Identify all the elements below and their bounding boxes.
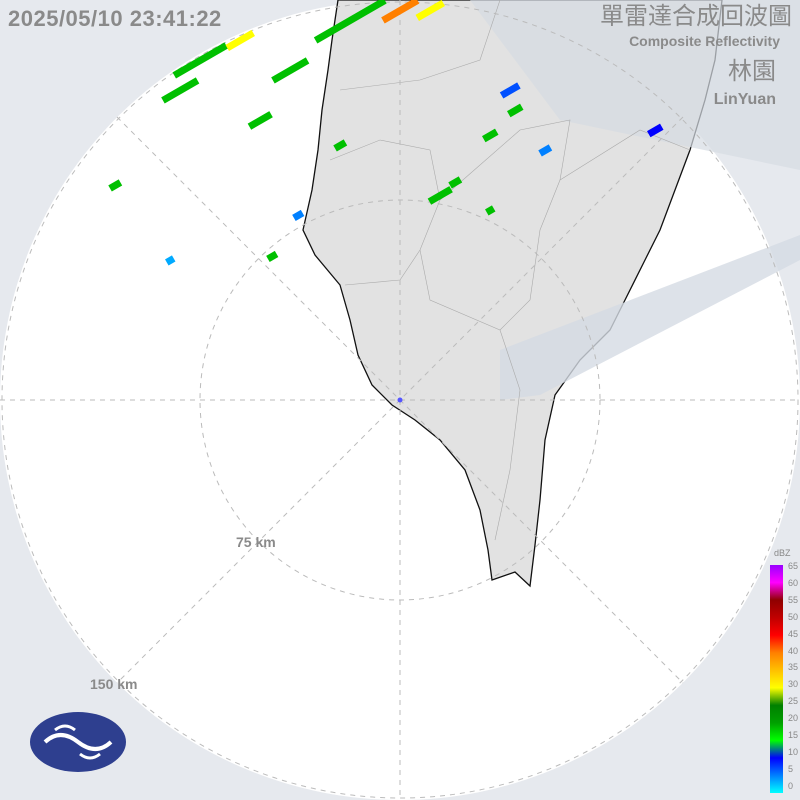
beam-block: [500, 235, 800, 400]
county-borders: [329, 0, 691, 541]
echo-cell: [292, 209, 305, 221]
echo-cell: [225, 29, 255, 51]
product-title-en: Composite Reflectivity: [629, 33, 780, 49]
echo-cell: [507, 103, 524, 118]
echo-cell: [448, 176, 463, 189]
legend-tick: 5: [788, 763, 794, 774]
cwa-logo: [30, 712, 126, 772]
echo-cell: [381, 0, 420, 24]
taiwan-land: [302, 0, 723, 588]
radar-site-marker: [397, 397, 403, 403]
color-scale-bar: [770, 565, 783, 793]
echo-cell: [247, 111, 273, 130]
station-name-en: LinYuan: [713, 91, 776, 108]
legend-tick: 60: [788, 577, 799, 588]
legend-tick: 30: [788, 679, 799, 690]
legend-unit: dBZ: [774, 548, 791, 558]
echo-cell: [415, 0, 445, 21]
legend-tick: 55: [788, 594, 799, 605]
echo-cell: [482, 128, 499, 143]
range-label-150: 150 km: [90, 676, 138, 692]
echo-cell: [427, 186, 453, 205]
echo-cell: [485, 205, 496, 216]
echo-cell: [499, 82, 521, 99]
legend-tick: 10: [788, 746, 799, 757]
echo-cell: [538, 144, 553, 157]
legend-tick: 15: [788, 730, 799, 740]
echo-cell: [271, 57, 310, 84]
echo-cell: [313, 0, 387, 44]
beam-block: [470, 0, 800, 170]
legend-tick: 65: [788, 561, 799, 571]
radar-echoes: [108, 0, 664, 266]
echo-cell: [172, 42, 228, 79]
legend-tick: 0: [788, 780, 794, 791]
echo-cell: [108, 179, 123, 192]
range-label-75: 75 km: [236, 534, 276, 550]
legend-tick: 50: [788, 611, 799, 622]
echo-cell: [647, 123, 664, 138]
legend-tick: 25: [788, 696, 799, 707]
timestamp: 2025/05/10 23:41:22: [8, 6, 222, 31]
legend-tick: 20: [788, 713, 799, 724]
echo-cell: [161, 77, 200, 104]
product-title: 單雷達合成回波圖: [600, 3, 792, 30]
echo-cell: [165, 255, 176, 266]
station-name: 林園: [728, 58, 776, 85]
legend-tick: 35: [788, 662, 799, 673]
legend-tick: 45: [788, 628, 799, 639]
echo-cell: [333, 139, 348, 152]
echo-cell: [266, 250, 279, 262]
legend-tick: 40: [788, 645, 799, 656]
